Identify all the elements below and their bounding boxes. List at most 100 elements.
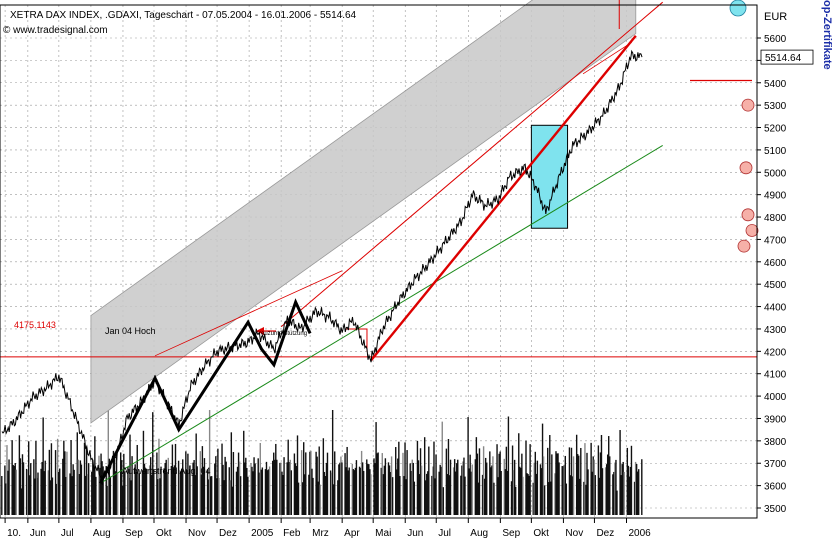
volume-bar: [56, 438, 59, 515]
volume-bar: [296, 435, 299, 515]
volume-bar: [282, 475, 284, 515]
y-tick-label: 4800: [764, 213, 787, 224]
volume-bar: [391, 477, 394, 515]
volume-bar: [144, 468, 147, 515]
volume-bar: [115, 454, 118, 515]
volume-bar: [316, 456, 318, 515]
volume-bar: [442, 487, 444, 515]
volume-bar: [78, 474, 81, 515]
volume-bar: [71, 476, 73, 515]
volume-bar: [58, 468, 61, 515]
volume-bar: [27, 441, 30, 515]
volume-bar: [331, 410, 334, 515]
volume-bar: [121, 460, 123, 515]
volume-bar: [539, 464, 542, 515]
volume-bar: [193, 460, 195, 515]
volume-bar: [319, 484, 321, 515]
volume-bar: [561, 466, 563, 515]
volume-bar: [463, 457, 465, 515]
level-marks: [256, 0, 759, 335]
x-tick-label: Okt: [156, 528, 172, 539]
x-tick-label: 10.: [7, 528, 21, 539]
volume-bar: [287, 439, 289, 515]
volume-bar: [91, 471, 93, 515]
volume-bar: [261, 467, 264, 515]
volume-bar: [457, 459, 459, 515]
volume-bar: [413, 481, 416, 515]
volume-bar: [427, 471, 429, 515]
apr-bracket: [346, 328, 368, 352]
volume-bar: [182, 459, 184, 515]
volume-bar: [579, 478, 581, 515]
volume-bar: [192, 462, 194, 515]
volume-bar: [36, 477, 38, 515]
source-credit: © www.tradesignal.com: [3, 25, 108, 36]
volume-bar: [477, 482, 480, 515]
volume-bar: [8, 459, 10, 515]
volume-bar: [482, 446, 485, 515]
volume-bar: [448, 475, 451, 515]
volume-bar: [622, 461, 624, 515]
volume-bar: [47, 470, 50, 515]
volume-bar: [519, 466, 521, 515]
y-tick-label: 4900: [764, 191, 787, 202]
volume-bar: [297, 482, 300, 515]
volume-bar: [112, 450, 115, 515]
volume-bar: [445, 448, 448, 515]
volume-bar: [425, 480, 427, 515]
volume-bar: [411, 459, 413, 515]
volume-bar: [575, 434, 578, 515]
volume-bar: [195, 433, 197, 515]
volume-bar: [529, 444, 531, 515]
volume-bar: [173, 465, 176, 515]
volume-bar: [527, 474, 529, 515]
volume-bar: [591, 471, 593, 515]
volume-bar: [123, 453, 125, 515]
volume-bar: [280, 462, 282, 515]
volume-bar: [338, 464, 340, 515]
volume-bar: [608, 436, 610, 515]
volume-bar: [21, 454, 24, 515]
volume-bar: [305, 452, 307, 515]
volume-bar: [51, 477, 54, 515]
y-tick-label: 5300: [764, 101, 787, 112]
x-tick-label: Nov: [565, 528, 583, 539]
volume-bar: [483, 478, 486, 515]
volume-bar: [431, 475, 433, 515]
volume-bar: [580, 447, 582, 515]
volume-bar: [412, 462, 415, 515]
volume-bar: [235, 471, 238, 515]
volume-bar: [225, 461, 227, 515]
volume-bar: [499, 451, 501, 515]
volume-bar: [62, 458, 64, 515]
volume-bar: [329, 470, 332, 515]
volume-bar: [627, 465, 630, 515]
volume-bar: [355, 460, 358, 515]
volume-bar: [127, 466, 129, 515]
volume-bar: [441, 421, 443, 515]
volume-bar: [637, 469, 640, 515]
hline-value-label: 4175.1143: [14, 320, 56, 330]
volume-bar: [30, 463, 32, 515]
volume-bar: [221, 443, 223, 515]
volume-bar: [496, 444, 498, 515]
volume-bar: [181, 468, 183, 515]
volume-bar: [41, 461, 43, 515]
volume-bar: [289, 459, 291, 515]
volume-bar: [337, 480, 339, 515]
volume-bar: [641, 459, 643, 515]
volume-bar: [43, 471, 45, 515]
volume-bar: [50, 443, 53, 515]
volume-bar: [48, 449, 51, 515]
volume-bar: [44, 460, 46, 515]
volume-bar: [142, 430, 145, 515]
volume-bar: [460, 475, 462, 515]
volume-bar: [113, 459, 116, 515]
volume-bar: [348, 467, 350, 515]
volume-bar: [467, 417, 469, 515]
volume-bar: [562, 466, 564, 515]
volume-bar: [525, 440, 527, 515]
volume-bar: [374, 463, 376, 515]
volume-bar: [252, 471, 254, 515]
volume-bar: [185, 451, 187, 515]
